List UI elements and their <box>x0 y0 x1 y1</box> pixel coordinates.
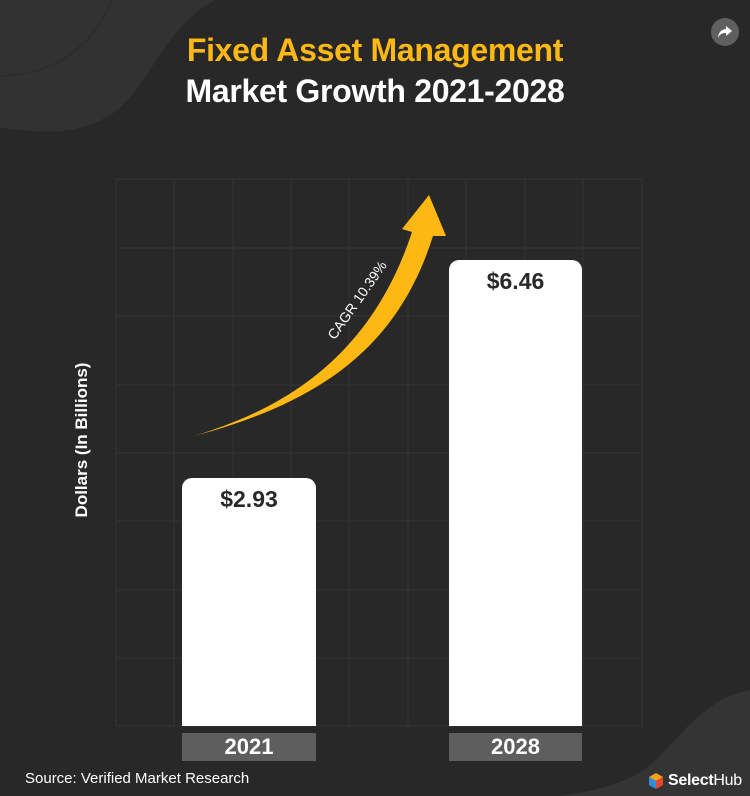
title-line-2: Market Growth 2021-2028 <box>185 73 565 109</box>
title-line-1: Fixed Asset Management <box>186 32 564 68</box>
cube-logo-icon <box>649 773 663 789</box>
chart-title: Fixed Asset Management Market Growth 202… <box>0 30 750 112</box>
x-label-2021: 2021 <box>182 733 316 761</box>
bar-2028: $6.46 <box>449 260 582 726</box>
bar-value-2021: $2.93 <box>220 486 278 512</box>
logo-text: SelectHub <box>668 772 742 789</box>
selecthub-logo: SelectHub <box>648 771 742 791</box>
source-text: Source: Verified Market Research <box>25 770 250 787</box>
bar-2021: $2.93 <box>182 478 316 726</box>
share-button[interactable] <box>711 18 739 46</box>
share-icon <box>718 26 732 38</box>
x-label-2028: 2028 <box>449 733 582 761</box>
bar-value-2028: $6.46 <box>486 268 545 294</box>
